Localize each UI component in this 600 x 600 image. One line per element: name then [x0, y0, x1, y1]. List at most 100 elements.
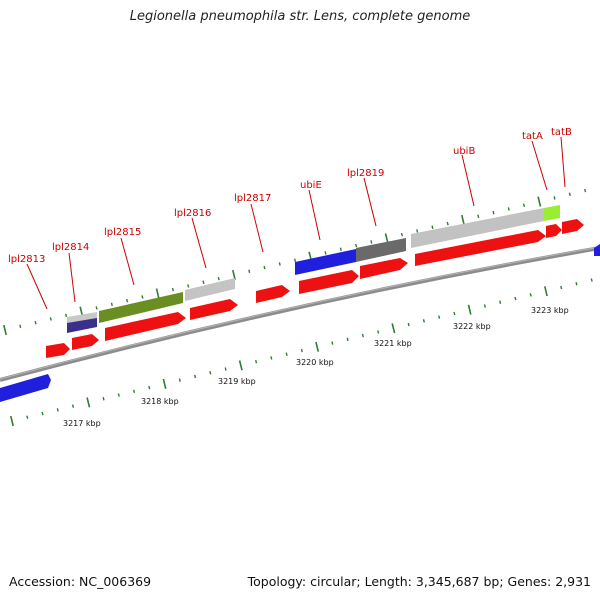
- outer-tick-27: [416, 229, 419, 233]
- gene-leader-lines: [26, 136, 566, 310]
- cds-blue-left[interactable]: [0, 374, 51, 402]
- genome-backbone-highlight: [0, 246, 600, 380]
- outer-tick-2: [34, 320, 37, 325]
- kbp-label-3220: 3220 kbp: [296, 358, 334, 367]
- gene-label-lpl2819[interactable]: lpl2819: [347, 168, 384, 179]
- feature-lightgray-ubiB[interactable]: [411, 208, 544, 248]
- inner-tick-20: [315, 341, 320, 352]
- inner-tick-32: [499, 300, 502, 304]
- feature-lightgray-lpl2816[interactable]: [185, 278, 235, 301]
- inner-tick-7: [117, 393, 120, 397]
- cds-ubiB[interactable]: [415, 230, 546, 266]
- gene-label-ubiB[interactable]: ubiB: [453, 146, 475, 157]
- inner-tick-5: [86, 397, 91, 408]
- inner-tick-18: [285, 352, 288, 356]
- outer-tick-36: [553, 196, 556, 200]
- outer-tick-10: [155, 288, 160, 299]
- map-title: Legionella pneumophila str. Lens, comple…: [129, 9, 471, 24]
- feature-lightgray-lpl2814[interactable]: [67, 312, 97, 323]
- inner-tick-24: [377, 330, 380, 334]
- outer-tick-4: [65, 313, 68, 318]
- cds-ubiE[interactable]: [299, 270, 359, 294]
- inner-tick-29: [453, 311, 456, 316]
- feature-track-upper: [67, 205, 600, 333]
- feature-olive-lpl2815[interactable]: [99, 292, 183, 323]
- outer-tick-30: [461, 214, 465, 225]
- gene-label-tatA[interactable]: tatA: [522, 131, 543, 142]
- inner-tick-34: [529, 293, 532, 297]
- outer-tick-38: [584, 188, 587, 193]
- inner-tick-11: [178, 378, 181, 382]
- outer-tick-3: [49, 317, 52, 321]
- inner-tick-14: [224, 367, 227, 371]
- inner-tick-22: [346, 337, 349, 342]
- leader-lpl2813: [26, 263, 48, 310]
- inner-tick-28: [438, 315, 441, 319]
- inner-tick-15: [238, 360, 243, 371]
- cds-lpl2815[interactable]: [105, 312, 186, 341]
- leader-ubiE: [308, 189, 321, 241]
- cds-arrow-track: [0, 219, 584, 402]
- inner-tick-38: [590, 278, 593, 282]
- feature-lime-tatA[interactable]: [544, 205, 560, 221]
- outer-tick-16: [248, 269, 251, 274]
- outer-tick-31: [477, 214, 480, 218]
- outer-tick-32: [492, 210, 495, 215]
- inner-tick-26: [407, 322, 410, 327]
- inner-tick-30: [467, 304, 472, 315]
- outer-tick-37: [568, 192, 571, 196]
- genome-summary: Topology: circular; Length: 3,345,687 bp…: [247, 574, 591, 589]
- inner-tick-9: [148, 385, 151, 390]
- cds-lpl2819[interactable]: [360, 258, 408, 279]
- gene-label-lpl2813[interactable]: lpl2813: [8, 254, 45, 265]
- genome-backbone: [0, 246, 600, 382]
- feature-blue-right-edge[interactable]: [594, 244, 600, 256]
- outer-tick-33: [507, 207, 510, 211]
- gene-label-lpl2815[interactable]: lpl2815: [104, 227, 141, 238]
- gene-label-lpl2816[interactable]: lpl2816: [174, 208, 211, 219]
- gene-label-lpl2817[interactable]: lpl2817: [234, 193, 271, 204]
- cds-tatB[interactable]: [562, 219, 584, 234]
- gene-label-tatB[interactable]: tatB: [551, 127, 572, 138]
- inner-tick-2: [41, 411, 44, 416]
- leader-lpl2819: [363, 177, 377, 227]
- cds-lpl2816[interactable]: [190, 299, 238, 320]
- inner-tick-35: [544, 286, 548, 297]
- leader-tatA: [531, 140, 548, 191]
- outer-tick-8: [126, 298, 129, 303]
- outer-tick-22: [339, 247, 342, 251]
- inner-tick-track: [10, 278, 593, 427]
- cds-lpl2817[interactable]: [256, 285, 290, 303]
- feature-darkgray-lpl2819[interactable]: [356, 238, 406, 262]
- outer-tick-17: [263, 265, 266, 270]
- kbp-label-3223: 3223 kbp: [531, 306, 569, 315]
- outer-tick-24: [370, 240, 373, 244]
- outer-tick-29: [446, 221, 449, 226]
- cds-lpl2814[interactable]: [72, 334, 99, 350]
- inner-tick-6: [102, 397, 105, 401]
- outer-tick-21: [324, 251, 327, 255]
- outer-tick-6: [95, 306, 98, 310]
- inner-tick-4: [71, 404, 75, 408]
- cds-lpl2813[interactable]: [46, 343, 70, 358]
- inner-tick-31: [483, 304, 486, 308]
- outer-tick-35: [537, 196, 542, 207]
- gene-label-ubiE[interactable]: ubiE: [300, 180, 322, 191]
- kbp-label-3221: 3221 kbp: [374, 339, 412, 348]
- outer-tick-19: [294, 258, 297, 262]
- cds-tatA[interactable]: [546, 224, 562, 238]
- inner-tick-25: [391, 323, 396, 334]
- outer-tick-7: [110, 302, 113, 307]
- outer-tick-28: [431, 225, 434, 229]
- inner-tick-13: [209, 371, 212, 375]
- inner-tick-36: [560, 285, 563, 290]
- inner-tick-16: [255, 359, 258, 364]
- leader-lpl2817: [250, 203, 264, 253]
- outer-tick-25: [384, 233, 389, 244]
- gene-label-lpl2814[interactable]: lpl2814: [52, 242, 89, 253]
- outer-tick-13: [202, 280, 205, 285]
- inner-tick-17: [270, 356, 273, 360]
- leader-tatB: [560, 136, 566, 188]
- feature-blue-ubiE[interactable]: [295, 249, 356, 275]
